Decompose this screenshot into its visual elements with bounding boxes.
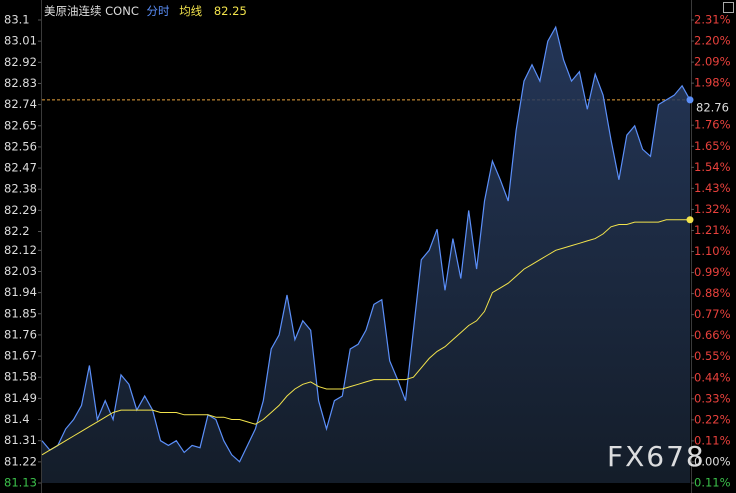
y2-tick-label: 1.65% (694, 139, 731, 153)
y-tick-label: 81.49 (4, 391, 37, 405)
last-price-tag: 82.76 (696, 100, 729, 114)
y-tick-label: 82.47 (4, 161, 37, 175)
y2-tick-label: 0.11% (694, 476, 731, 490)
y-tick-label: 82.38 (4, 182, 37, 196)
y-tick-label: 82.92 (4, 55, 37, 69)
watermark: FX678 (607, 440, 706, 473)
y-tick-label: 82.2 (4, 224, 30, 238)
y2-tick-label: 2.31% (694, 13, 731, 27)
y2-tick-label: 0.22% (694, 412, 731, 426)
y-tick-label: 83.1 (4, 13, 30, 27)
last-point (686, 96, 694, 104)
y2-tick-label: 1.10% (694, 244, 731, 258)
average-line (41, 219, 690, 456)
y2-tick-label: 1.98% (694, 76, 731, 90)
y2-tick-label: 0.99% (694, 265, 731, 279)
menu-icon[interactable] (723, 2, 734, 13)
y-tick-label: 83.01 (4, 34, 37, 48)
y2-tick-label: 1.21% (694, 223, 731, 237)
y2-tick-label: 1.76% (694, 118, 731, 132)
y-tick-label: 81.22 (4, 454, 37, 468)
y-tick-label: 81.76 (4, 327, 37, 341)
y-tick-label: 82.29 (4, 203, 37, 217)
y2-tick-label: 2.20% (694, 34, 731, 48)
y-tick-label: 82.65 (4, 118, 37, 132)
price-area (42, 27, 690, 483)
y-tick-label: 81.94 (4, 285, 37, 299)
y-tick-label: 82.03 (4, 264, 37, 278)
y2-tick-label: 0.66% (694, 328, 731, 342)
y-tick-label: 82.74 (4, 97, 37, 111)
legend-entry: 均线 (179, 4, 202, 18)
y2-tick-label: 1.32% (694, 202, 731, 216)
y2-tick-label: 0.11% (694, 433, 731, 447)
y-tick-label: 81.13 (4, 476, 37, 490)
y-tick-label: 81.4 (4, 412, 30, 426)
y-tick-label: 82.83 (4, 76, 37, 90)
y-tick-label: 81.58 (4, 370, 37, 384)
y2-tick-label: 0.77% (694, 307, 731, 321)
legend-entry: 分时 (147, 4, 170, 18)
y2-tick-label: 1.54% (694, 160, 731, 174)
y-tick-label: 82.12 (4, 243, 37, 257)
y-tick-label: 81.31 (4, 433, 37, 447)
y2-tick-label: 0.88% (694, 286, 731, 300)
avg-value: 82.25 (214, 4, 247, 18)
y-tick-label: 81.67 (4, 349, 37, 363)
y-tick-label: 82.56 (4, 139, 37, 153)
y2-tick-label: 0.55% (694, 349, 731, 363)
instrument: 美原油连续 CONC (44, 4, 139, 18)
price-line (41, 25, 691, 463)
y-tick-label: 81.85 (4, 306, 37, 320)
last-point (686, 216, 694, 224)
y2-tick-label: 1.43% (694, 181, 731, 195)
y2-tick-label: 0.33% (694, 391, 731, 405)
y2-tick-label: 0.00% (694, 454, 731, 468)
y2-tick-label: 0.44% (694, 370, 731, 384)
y2-tick-label: 2.09% (694, 55, 731, 69)
header: 美原油连续 CONC 分时 均线 82.25 (44, 4, 247, 18)
